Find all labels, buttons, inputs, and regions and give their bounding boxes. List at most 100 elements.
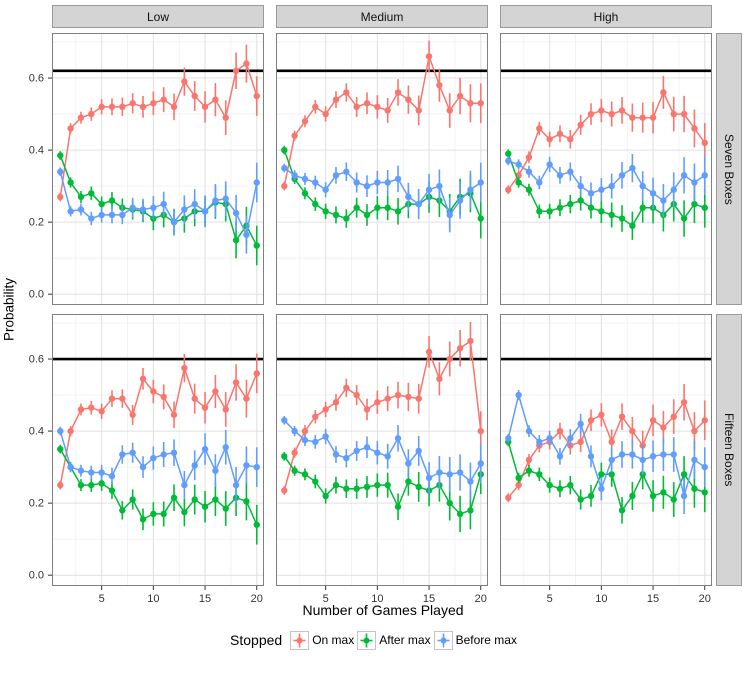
data-point — [77, 406, 85, 413]
data-point — [363, 406, 371, 413]
data-point — [436, 82, 443, 89]
data-point — [515, 481, 522, 489]
data-point — [629, 114, 636, 121]
data-point — [170, 449, 178, 456]
data-point — [660, 424, 667, 431]
data-point — [660, 451, 667, 458]
data-point — [119, 103, 126, 111]
on-max-point-errorbar-icon — [290, 630, 310, 650]
data-point — [701, 489, 708, 496]
data-point — [639, 114, 646, 121]
data-point — [291, 449, 298, 456]
data-point — [536, 125, 543, 132]
data-point — [191, 395, 198, 402]
panel-border — [52, 33, 264, 305]
data-point — [232, 379, 240, 386]
data-point — [608, 438, 615, 446]
data-point — [405, 393, 412, 401]
data-point — [201, 103, 209, 111]
data-point — [670, 496, 677, 503]
facet-panel-medium-seven-boxes — [276, 33, 488, 305]
y-axis-ticks-bottom: 0.0 0.2 0.4 0.6 — [29, 354, 52, 582]
data-point — [477, 100, 484, 107]
x-tick-label: 10 — [371, 593, 383, 605]
y-tick-label: 0.6 — [29, 73, 44, 85]
data-point — [353, 179, 360, 186]
data-point — [425, 186, 433, 193]
data-point — [525, 186, 533, 193]
data-point — [363, 483, 371, 491]
data-point — [670, 413, 677, 420]
data-point — [598, 186, 605, 193]
x-tick-label: 20 — [475, 593, 487, 605]
data-point — [515, 161, 522, 168]
panel-border — [276, 314, 488, 586]
data-point — [301, 471, 309, 478]
y-tick-label: 0.4 — [29, 426, 44, 438]
data-point — [456, 510, 464, 518]
data-point — [201, 503, 209, 510]
data-point — [301, 190, 309, 197]
data-point — [191, 92, 198, 100]
data-point — [467, 100, 474, 107]
data-point — [281, 146, 288, 154]
data-point — [88, 215, 95, 222]
series-on-max — [505, 75, 708, 195]
data-point — [649, 417, 657, 424]
series-before-max — [281, 162, 484, 233]
data-point — [556, 427, 564, 435]
data-point — [57, 168, 64, 175]
data-point — [363, 444, 371, 451]
data-point — [536, 438, 543, 446]
data-point — [701, 139, 708, 147]
data-point — [322, 186, 329, 193]
data-point — [670, 186, 677, 193]
data-point — [98, 211, 105, 219]
data-point — [291, 467, 298, 474]
data-point — [618, 107, 626, 114]
data-point — [691, 179, 698, 186]
data-point — [415, 447, 422, 455]
panel-border — [52, 314, 264, 586]
data-point — [515, 474, 522, 482]
data-point — [536, 208, 543, 215]
data-point — [150, 100, 157, 107]
data-point — [587, 492, 595, 500]
data-point — [129, 204, 136, 211]
data-point — [160, 200, 167, 208]
x-tick-label: 20 — [251, 593, 263, 605]
facet-col-label: Low — [146, 9, 169, 24]
legend-item-before-max: Before max — [433, 630, 517, 650]
data-point — [108, 103, 116, 111]
data-point — [680, 172, 688, 179]
data-point — [322, 492, 329, 500]
data-point — [670, 451, 677, 458]
data-point — [291, 132, 298, 139]
data-point — [577, 438, 584, 446]
data-point — [525, 427, 533, 435]
x-tick-label: 15 — [647, 593, 659, 605]
series-before-max — [281, 415, 484, 501]
data-point — [660, 489, 667, 496]
x-tick-label: 10 — [147, 593, 159, 605]
data-point — [577, 420, 584, 428]
data-point — [57, 193, 64, 201]
data-point — [477, 460, 484, 467]
data-point — [629, 164, 636, 172]
data-point — [691, 427, 698, 435]
data-point — [88, 190, 95, 197]
data-point — [191, 496, 198, 503]
data-point — [405, 460, 412, 467]
data-point — [515, 179, 522, 186]
data-point — [567, 435, 574, 442]
data-point — [201, 208, 209, 215]
data-point — [384, 204, 391, 211]
data-point — [88, 404, 95, 411]
x-tick-label: 15 — [423, 593, 435, 605]
data-point — [436, 375, 443, 383]
data-point — [425, 348, 433, 356]
data-point — [98, 480, 105, 487]
data-point — [649, 114, 657, 121]
data-point — [139, 463, 147, 471]
